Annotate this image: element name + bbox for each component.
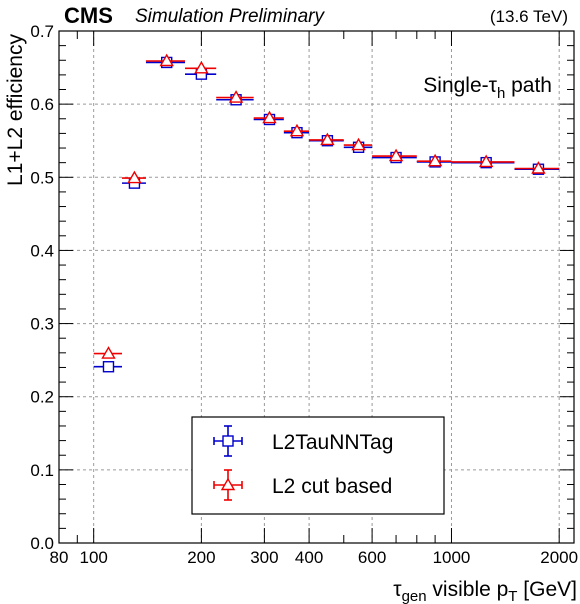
y-axis-label: L1+L2 efficiency [4,34,27,186]
y-tick-label: 0.4 [30,241,54,260]
path-label-subscript: h [497,85,505,102]
data-point [194,60,209,74]
y-tick-label: 0.1 [30,461,54,480]
x-tick-label: 1000 [433,548,471,567]
data-point [101,346,116,359]
x-tick-label: 600 [358,548,386,567]
data-point [127,170,142,184]
axis-ticks: 0.0 0.1 0.2 0.3 0.4 0.5 0.6 0.7 80 100 200 300 400 60… [30,22,578,567]
x-axis-label-t: T [508,588,517,604]
x-tick-label: 300 [250,548,278,567]
y-tick-label: 0.5 [30,168,54,187]
single-tau-path-label: Single-τh path [423,74,552,102]
data-point [228,90,244,103]
legend: L2TauNNTag L2 cut based [191,416,445,515]
x-axis-label-visible-p: visible p [427,578,509,601]
legend-marker [222,435,234,447]
legend-marker [220,477,236,491]
data-point [531,161,546,174]
x-axis-label-tau: τ [393,578,402,601]
energy-label: (13.6 TeV) [490,7,568,26]
legend-label: L2 cut based [272,475,392,498]
plot-frame [58,30,575,544]
path-label-prefix: Single-τ [423,74,497,97]
data-point [159,53,174,67]
data-series [93,53,560,373]
x-tick-label: 80 [50,548,69,567]
data-point [388,148,404,162]
series-l2-cut-based [93,53,560,359]
x-axis-label-gen: gen [402,588,427,604]
x-axis-label-unit: [GeV] [517,578,577,601]
cms-label: CMS [64,3,113,28]
data-point [289,123,305,137]
y-tick-label: 0.7 [30,22,54,41]
data-point [262,110,277,124]
legend-label: L2TauNNTag [272,431,393,454]
simulation-preliminary-label: Simulation Preliminary [135,6,326,27]
data-point [478,154,494,168]
data-point [102,361,115,373]
y-tick-label: 0.0 [30,534,54,553]
x-axis-label: τgen visible pT [GeV] [393,578,577,604]
data-point [427,153,443,167]
data-point [351,137,366,151]
y-tick-label: 0.3 [30,315,54,334]
legend-box [191,416,445,515]
x-tick-label: 100 [79,548,107,567]
y-tick-label: 0.6 [30,95,54,114]
path-label-suffix: path [505,74,552,97]
x-tick-label: 200 [187,548,215,567]
x-tick-label: 2000 [540,548,578,567]
x-tick-label: 400 [295,548,323,567]
data-point [320,132,335,146]
y-tick-label: 0.2 [30,388,54,407]
